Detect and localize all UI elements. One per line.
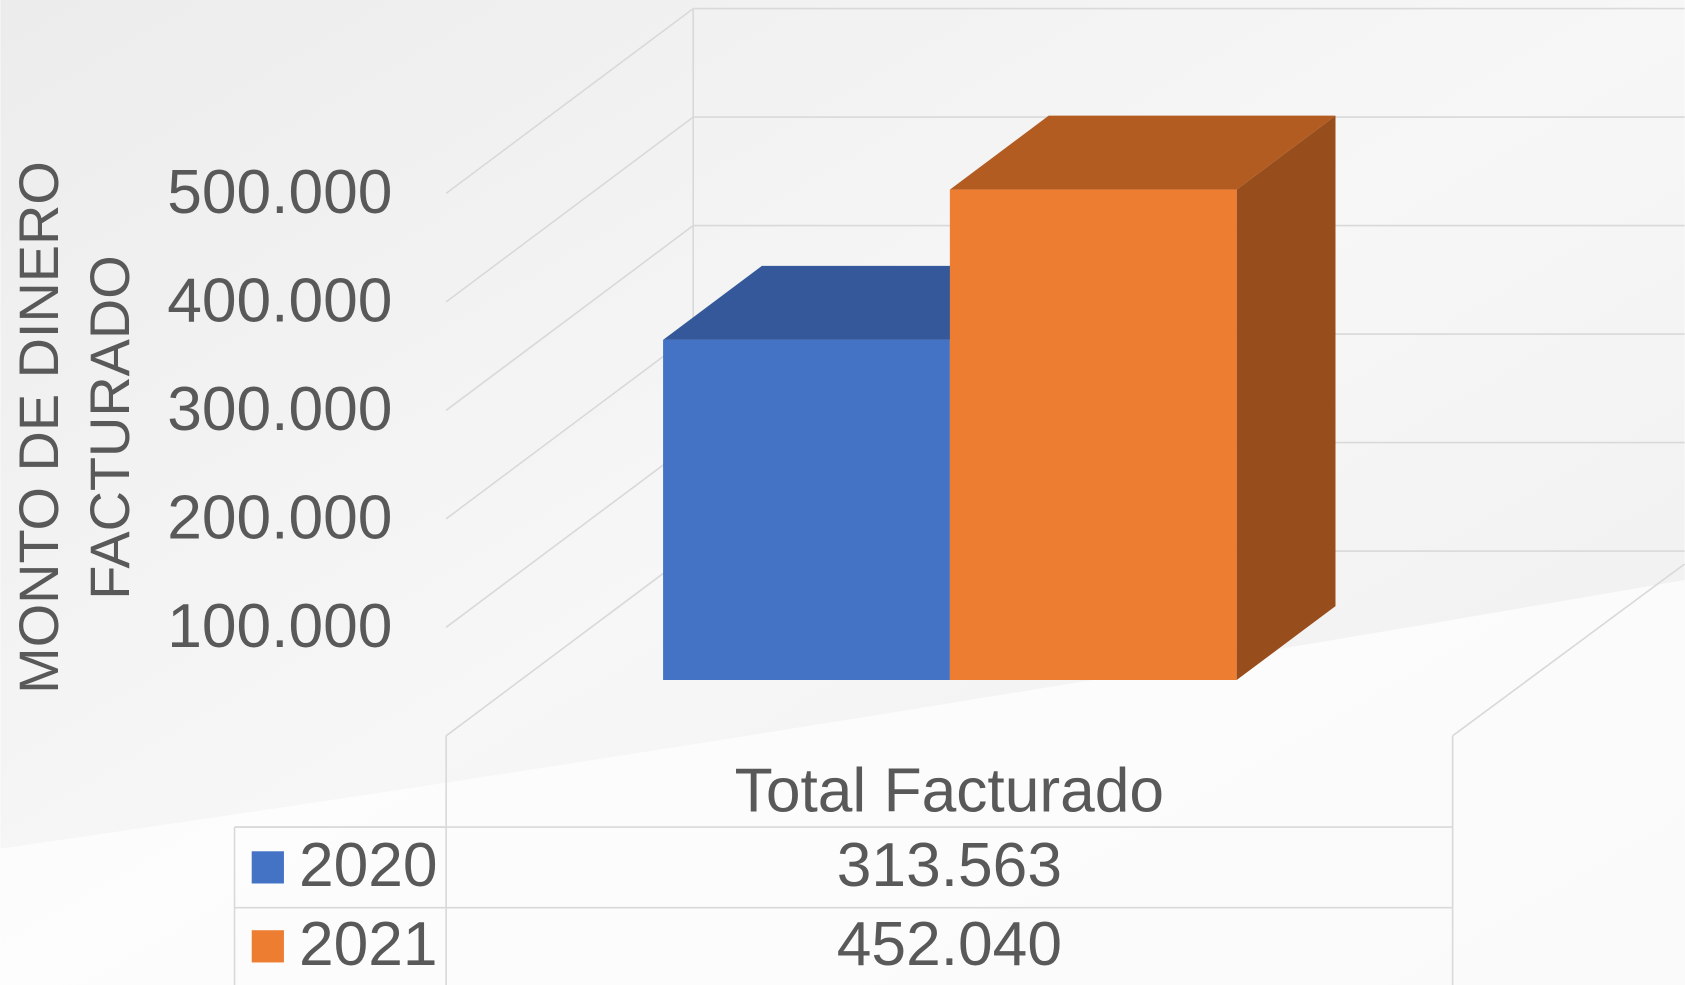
y-tick-label: 300.000 (167, 375, 392, 444)
floor-right-edge (1452, 563, 1685, 737)
legend-key (251, 851, 284, 884)
y-axis-title: MONTO DE DINERO FACTURADO (7, 161, 141, 694)
background-swoosh (0, 580, 1685, 985)
grid-line (445, 7, 694, 194)
bar-top (949, 115, 1336, 190)
bar-side (1236, 115, 1336, 681)
grid-line (445, 441, 694, 628)
y-tick-label: 500.000 (167, 158, 392, 227)
y-tick-label: 100.000 (167, 592, 392, 661)
grid-line (445, 333, 694, 520)
legend-label: 2021 (299, 910, 438, 979)
legend-key (251, 930, 284, 963)
y-axis-title-line: FACTURADO (78, 255, 141, 599)
bar (663, 339, 950, 681)
grid-line (445, 224, 694, 411)
grid-line (445, 116, 694, 303)
x-tick-label: Total Facturado (735, 756, 1164, 825)
table-value: 452.040 (837, 910, 1062, 979)
y-tick-label: 400.000 (167, 267, 392, 336)
y-tick-label: 200.000 (167, 483, 392, 552)
legend-label: 2020 (299, 831, 438, 900)
bar (949, 189, 1237, 681)
floor-left-edge (445, 550, 694, 737)
y-axis-title-line: MONTO DE DINERO (7, 161, 70, 694)
table-value: 313.563 (837, 831, 1062, 900)
